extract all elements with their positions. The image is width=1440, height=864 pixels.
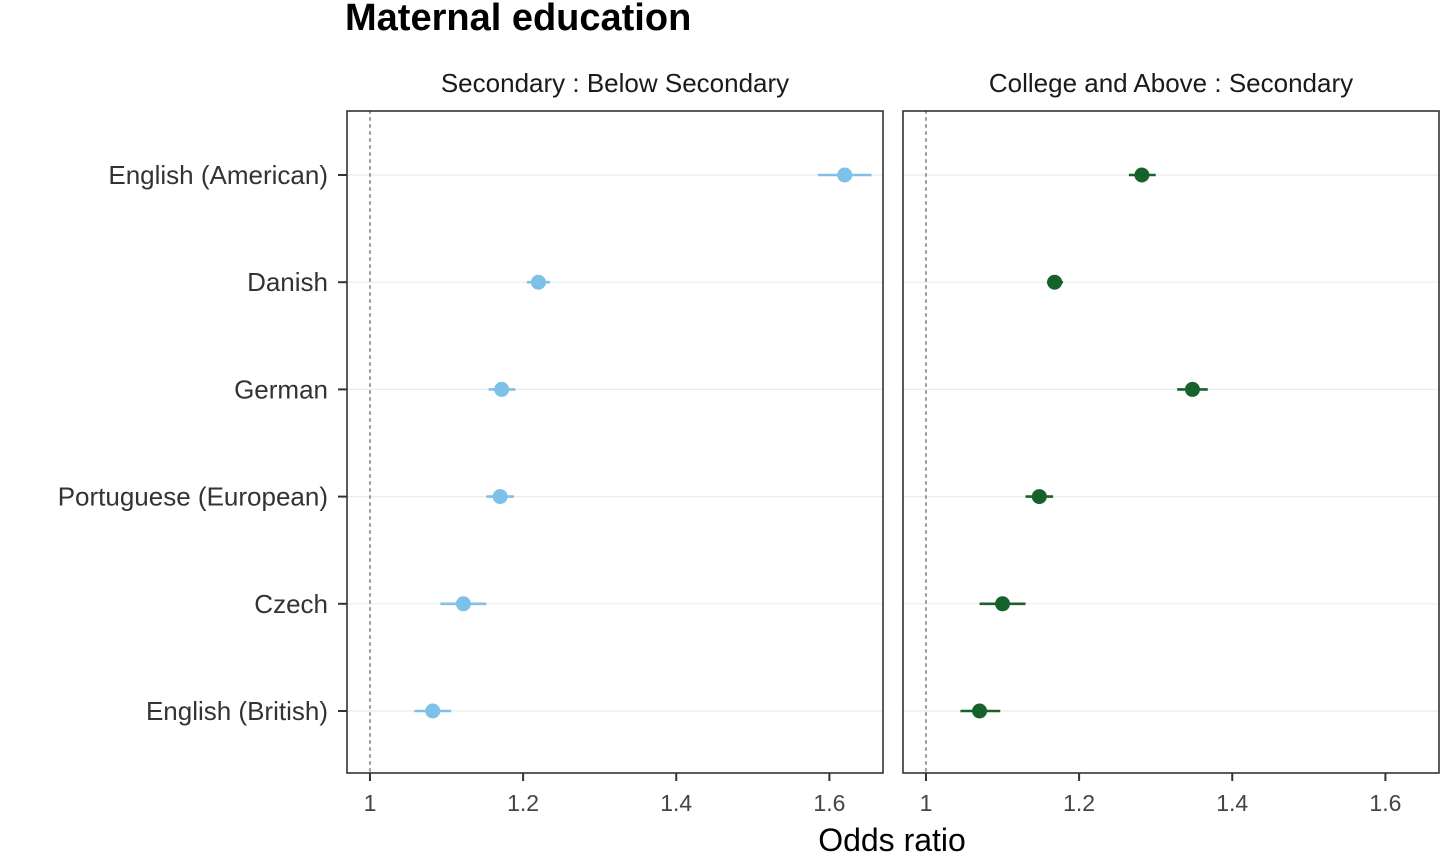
data-point xyxy=(530,274,546,290)
data-point xyxy=(492,489,508,505)
x-tick-label: 1.6 xyxy=(1369,790,1401,816)
y-tick-label: Portuguese (European) xyxy=(58,482,328,512)
panel-border xyxy=(346,110,884,774)
y-tick-label: English (American) xyxy=(108,160,328,190)
data-point xyxy=(1184,381,1200,397)
x-tick-label: 1.6 xyxy=(813,790,845,816)
facet-panel: Secondary : Below Secondary 1 1.2 1.4 1.6 xyxy=(346,68,884,816)
data-point xyxy=(995,596,1011,612)
panels-layer: English (American) Danish German Portuguese… xyxy=(58,68,1440,816)
x-tick-label: 1 xyxy=(364,790,377,816)
data-point xyxy=(1047,274,1063,290)
data-point xyxy=(1031,489,1047,505)
data-point xyxy=(455,596,471,612)
x-axis-title: Odds ratio xyxy=(818,822,966,858)
x-tick-label: 1.2 xyxy=(1063,790,1095,816)
data-point xyxy=(972,703,988,719)
y-tick-label: English (British) xyxy=(146,696,328,726)
facet-panel: College and Above : Secondary 1 1.2 1.4 1.6 xyxy=(902,68,1440,816)
x-tick-label: 1.4 xyxy=(1216,790,1248,816)
y-tick-label: Danish xyxy=(247,267,328,297)
x-tick-label: 1.4 xyxy=(660,790,692,816)
facet-strip-label: Secondary : Below Secondary xyxy=(441,68,789,98)
panel-border xyxy=(902,110,1440,774)
data-point xyxy=(425,703,441,719)
x-tick-label: 1 xyxy=(920,790,933,816)
chart-title: Maternal education xyxy=(345,0,691,39)
data-point xyxy=(1134,167,1150,183)
y-tick-label: Czech xyxy=(254,589,328,619)
data-point xyxy=(494,381,510,397)
x-tick-label: 1.2 xyxy=(507,790,539,816)
data-point xyxy=(837,167,853,183)
y-tick-label: German xyxy=(234,374,328,404)
facet-strip-label: College and Above : Secondary xyxy=(989,68,1353,98)
